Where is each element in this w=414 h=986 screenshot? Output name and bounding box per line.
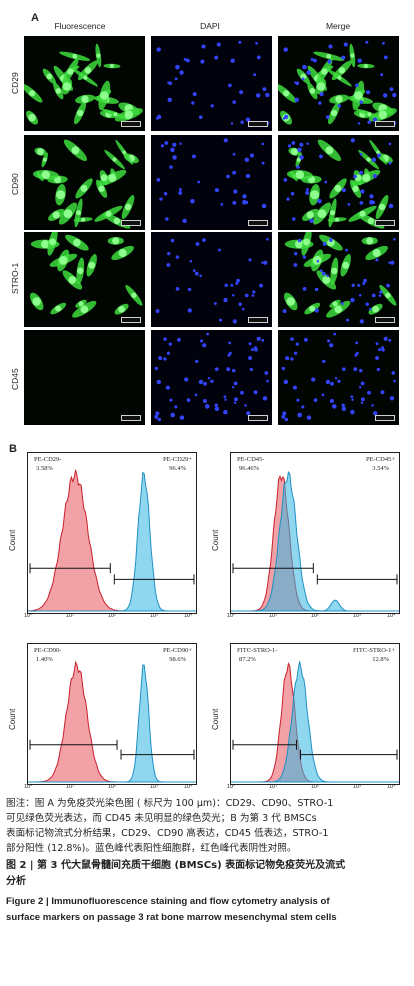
positive-gate-value: 98.6% bbox=[169, 656, 186, 663]
positive-gate-label: FITC-STRO-1+ bbox=[353, 647, 395, 654]
scale-bar bbox=[248, 415, 268, 421]
scale-bar bbox=[248, 121, 268, 127]
y-axis-label-count: Count bbox=[8, 708, 17, 730]
micrograph-cd45-fluorescence bbox=[24, 330, 145, 425]
y-axis-label-count: Count bbox=[211, 708, 220, 730]
x-tick-label: 10³ bbox=[150, 784, 158, 790]
scale-bar bbox=[375, 415, 395, 421]
flow-histogram-stro1: FITC-STRO-1- 87.2% FITC-STRO-1+ 12.8% bbox=[230, 643, 400, 785]
negative-control-peak bbox=[28, 660, 196, 783]
x-tick-label: 10⁴ bbox=[184, 613, 193, 619]
scale-bar bbox=[375, 220, 395, 226]
positive-population-peak bbox=[231, 661, 399, 783]
row-label-cd45: CD45 bbox=[10, 368, 20, 390]
negative-control-peak bbox=[28, 469, 196, 612]
scale-bar bbox=[121, 121, 141, 127]
scale-bar bbox=[248, 317, 268, 323]
negative-control-peak bbox=[231, 474, 399, 612]
negative-gate-value: 1.40% bbox=[36, 656, 53, 663]
x-tick-label: 10¹ bbox=[269, 784, 277, 790]
column-header-fluorescence: Fluorescence bbox=[54, 21, 106, 31]
micrograph-stro1-merge bbox=[278, 232, 399, 327]
title-cn-line-2: 分析 bbox=[6, 876, 26, 887]
x-tick-label: 10° bbox=[24, 784, 33, 790]
flow-histogram-cd29: PE-CD29- 3.58% PE-CD29+ 96.4% bbox=[27, 452, 197, 614]
title-en-line-1: Figure 2 | Immunofluorescence staining a… bbox=[6, 896, 330, 907]
caption-line-3: 表面标记物流式分析结果，CD29、CD90 高表达，CD45 低表达，STRO-… bbox=[6, 828, 329, 839]
x-tick-label: 10² bbox=[311, 613, 319, 619]
x-tick-label: 10³ bbox=[353, 613, 361, 619]
x-tick-label: 10° bbox=[227, 784, 236, 790]
row-label-cd90: CD90 bbox=[10, 173, 20, 195]
flow-histogram-cd90: PE-CD90- 1.40% PE-CD90+ 98.6% bbox=[27, 643, 197, 785]
caption-line-2: 可见绿色荧光表达，而 CD45 未见明显的绿色荧光；B 为第 3 代 BMSCs bbox=[6, 813, 317, 824]
y-axis-label-count: Count bbox=[8, 529, 17, 552]
micrograph-cd45-merge bbox=[278, 330, 399, 425]
title-cn-line-1: 图 2 | 第 3 代大鼠骨髓间充质干细胞 (BMSCs) 表面标记物免疫荧光及… bbox=[6, 860, 346, 871]
negative-gate-label: PE-CD29- bbox=[34, 456, 62, 463]
x-tick-label: 10° bbox=[24, 613, 33, 619]
column-header-merge: Merge bbox=[325, 21, 351, 31]
positive-gate-label: PE-CD90+ bbox=[163, 647, 192, 654]
y-axis-label-count: Count bbox=[211, 529, 220, 552]
column-header-dapi: DAPI bbox=[200, 21, 220, 31]
scale-bar bbox=[375, 121, 395, 127]
row-label-cd29: CD29 bbox=[10, 72, 20, 94]
x-tick-label: 10² bbox=[108, 613, 116, 619]
micrograph-cd29-dapi bbox=[151, 36, 272, 131]
flow-histogram-cd45: PE-CD45- 96.46% PE-CD45+ 3.54% bbox=[230, 452, 400, 614]
panel-a-letter: A bbox=[31, 12, 39, 24]
x-tick-label: 10⁴ bbox=[387, 784, 396, 790]
row-label-stro1: STRO-1 bbox=[10, 262, 20, 294]
x-tick-label: 10⁴ bbox=[387, 613, 396, 619]
micrograph-cd29-fluorescence bbox=[24, 36, 145, 131]
figure-title-english: Figure 2 | Immunofluorescence staining a… bbox=[6, 894, 408, 926]
caption-line-4: 部分阳性 (12.8%)。蓝色峰代表阳性细胞群，红色峰代表阴性对照。 bbox=[6, 843, 297, 854]
micrograph-cd90-fluorescence bbox=[24, 135, 145, 230]
negative-gate-label: FITC-STRO-1- bbox=[237, 647, 278, 654]
scale-bar bbox=[121, 317, 141, 323]
x-tick-label: 10² bbox=[108, 784, 116, 790]
x-tick-label: 10¹ bbox=[66, 784, 74, 790]
micrograph-stro1-dapi bbox=[151, 232, 272, 327]
positive-population-peak bbox=[231, 470, 399, 612]
positive-population-peak bbox=[28, 471, 196, 612]
x-tick-label: 10¹ bbox=[66, 613, 74, 619]
positive-gate-label: PE-CD29+ bbox=[163, 456, 192, 463]
positive-gate-value: 12.8% bbox=[372, 656, 389, 663]
figure-caption: 图注：图 A 为免疫荧光染色图 ( 标尺为 100 μm)：CD29、CD90、… bbox=[6, 796, 408, 856]
scale-bar bbox=[121, 415, 141, 421]
x-tick-label: 10° bbox=[227, 613, 236, 619]
positive-gate-value: 3.54% bbox=[372, 465, 389, 472]
negative-gate-label: PE-CD45- bbox=[237, 456, 265, 463]
positive-gate-value: 96.4% bbox=[169, 465, 186, 472]
scale-bar bbox=[121, 220, 141, 226]
figure-title-chinese: 图 2 | 第 3 代大鼠骨髓间充质干细胞 (BMSCs) 表面标记物免疫荧光及… bbox=[6, 858, 408, 890]
negative-gate-label: PE-CD90- bbox=[34, 647, 62, 654]
negative-gate-value: 96.46% bbox=[239, 465, 260, 472]
title-en-line-2: surface markers on passage 3 rat bone ma… bbox=[6, 912, 337, 923]
micrograph-cd90-dapi bbox=[151, 135, 272, 230]
panel-b-letter: B bbox=[9, 443, 17, 455]
micrograph-cd29-merge bbox=[278, 36, 399, 131]
micrograph-cd45-dapi bbox=[151, 330, 272, 425]
positive-population-peak bbox=[28, 664, 196, 783]
negative-gate-value: 87.2% bbox=[239, 656, 256, 663]
micrograph-cd90-merge bbox=[278, 135, 399, 230]
scale-bar bbox=[248, 220, 268, 226]
micrograph-stro1-fluorescence bbox=[24, 232, 145, 327]
x-tick-label: 10¹ bbox=[269, 613, 277, 619]
negative-gate-value: 3.58% bbox=[36, 465, 53, 472]
x-tick-label: 10³ bbox=[353, 784, 361, 790]
positive-gate-label: PE-CD45+ bbox=[366, 456, 395, 463]
x-tick-label: 10³ bbox=[150, 613, 158, 619]
caption-line-1: 图注：图 A 为免疫荧光染色图 ( 标尺为 100 μm)：CD29、CD90、… bbox=[6, 798, 334, 809]
x-tick-label: 10² bbox=[311, 784, 319, 790]
x-tick-label: 10⁴ bbox=[184, 784, 193, 790]
scale-bar bbox=[375, 317, 395, 323]
